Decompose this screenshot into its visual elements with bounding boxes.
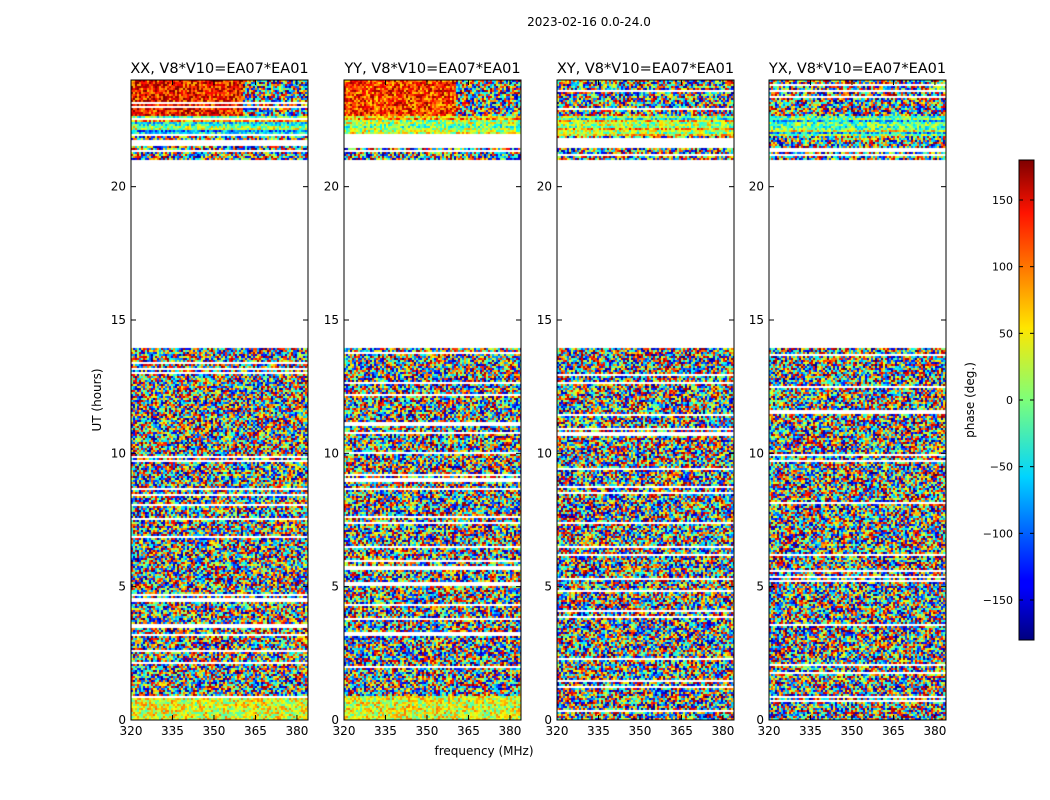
y-tick-label: 15 — [537, 313, 552, 327]
y-tick-label: 20 — [111, 180, 126, 194]
x-tick-label: 380 — [285, 724, 308, 738]
y-tick-label: 0 — [756, 713, 764, 727]
panel-frame — [130, 79, 309, 721]
colorbar: −150 −100 −50 0 50 100 150 phase (deg.) — [963, 159, 1035, 641]
figure-suptitle: 2023-02-16 0.0-24.0 — [527, 15, 651, 29]
x-tick-label: 365 — [457, 724, 480, 738]
y-tick-label: 15 — [111, 313, 126, 327]
panel-frame — [768, 79, 947, 721]
y-tick-label: 5 — [118, 580, 126, 594]
x-tick-label: 380 — [711, 724, 734, 738]
x-tick-label: 350 — [841, 724, 864, 738]
panel-frame — [343, 79, 522, 721]
y-axis-label: UT (hours) — [90, 368, 104, 431]
panels-group: XX, V8*V10=EA07*EA01 320 335 350 365 380 0 5 10 1… — [111, 61, 947, 738]
x-tick-label: 320 — [758, 724, 781, 738]
y-tick-label: 0 — [331, 713, 339, 727]
x-tick-label: 335 — [799, 724, 822, 738]
x-tick-label: 380 — [923, 724, 946, 738]
x-tick-label: 320 — [120, 724, 143, 738]
panel-title: XX, V8*V10=EA07*EA01 — [130, 61, 308, 77]
colorbar-tick-label: 50 — [999, 327, 1013, 340]
colorbar-label: phase (deg.) — [963, 362, 977, 438]
heatmap-image — [557, 80, 734, 720]
panel-title: YX, V8*V10=EA07*EA01 — [768, 61, 946, 77]
x-tick-label: 350 — [203, 724, 226, 738]
x-tick-label: 335 — [587, 724, 610, 738]
colorbar-tick-label: 150 — [992, 194, 1013, 207]
y-tick-label: 10 — [749, 446, 764, 460]
panel-3: YX, V8*V10=EA07*EA01 320 335 350 365 380 0 5 10 1… — [749, 61, 947, 738]
y-tick-label: 15 — [749, 313, 764, 327]
y-tick-label: 0 — [118, 713, 126, 727]
y-tick-label: 15 — [324, 313, 339, 327]
y-tick-label: 20 — [749, 180, 764, 194]
x-tick-label: 320 — [546, 724, 569, 738]
panel-frame — [556, 79, 735, 721]
y-tick-label: 20 — [324, 180, 339, 194]
y-tick-label: 10 — [111, 446, 126, 460]
colorbar-tick-label: 100 — [992, 261, 1013, 274]
panel-1: YY, V8*V10=EA07*EA01 320 335 350 365 380 0 5 10 1… — [324, 61, 522, 738]
y-tick-label: 10 — [537, 446, 552, 460]
colorbar-tick-label: −100 — [983, 527, 1013, 540]
colorbar-tick-label: −50 — [990, 461, 1013, 474]
y-tick-label: 10 — [324, 446, 339, 460]
y-tick-label: 5 — [756, 580, 764, 594]
heatmap-image — [344, 80, 521, 720]
x-tick-label: 365 — [670, 724, 693, 738]
x-axis-label: frequency (MHz) — [434, 744, 533, 758]
x-tick-label: 380 — [498, 724, 521, 738]
x-tick-label: 335 — [374, 724, 397, 738]
x-tick-label: 335 — [161, 724, 184, 738]
panel-0: XX, V8*V10=EA07*EA01 320 335 350 365 380 0 5 10 1… — [111, 61, 309, 738]
y-tick-label: 5 — [544, 580, 552, 594]
y-tick-label: 5 — [331, 580, 339, 594]
x-tick-label: 350 — [416, 724, 439, 738]
x-tick-label: 350 — [629, 724, 652, 738]
x-tick-label: 365 — [882, 724, 905, 738]
colorbar-tick-label: 0 — [1006, 394, 1013, 407]
x-tick-label: 365 — [244, 724, 267, 738]
heatmap-image — [769, 80, 946, 720]
panel-title: XY, V8*V10=EA07*EA01 — [557, 61, 734, 77]
panel-2: XY, V8*V10=EA07*EA01 320 335 350 365 380 0 5 10 1… — [537, 61, 735, 738]
colorbar-ticks: −150 −100 −50 0 50 100 150 — [983, 194, 1034, 607]
y-tick-label: 20 — [537, 180, 552, 194]
panel-title: YY, V8*V10=EA07*EA01 — [343, 61, 520, 77]
y-tick-label: 0 — [544, 713, 552, 727]
colorbar-tick-label: −150 — [983, 594, 1013, 607]
heatmap-image — [131, 80, 308, 720]
x-tick-label: 320 — [333, 724, 356, 738]
